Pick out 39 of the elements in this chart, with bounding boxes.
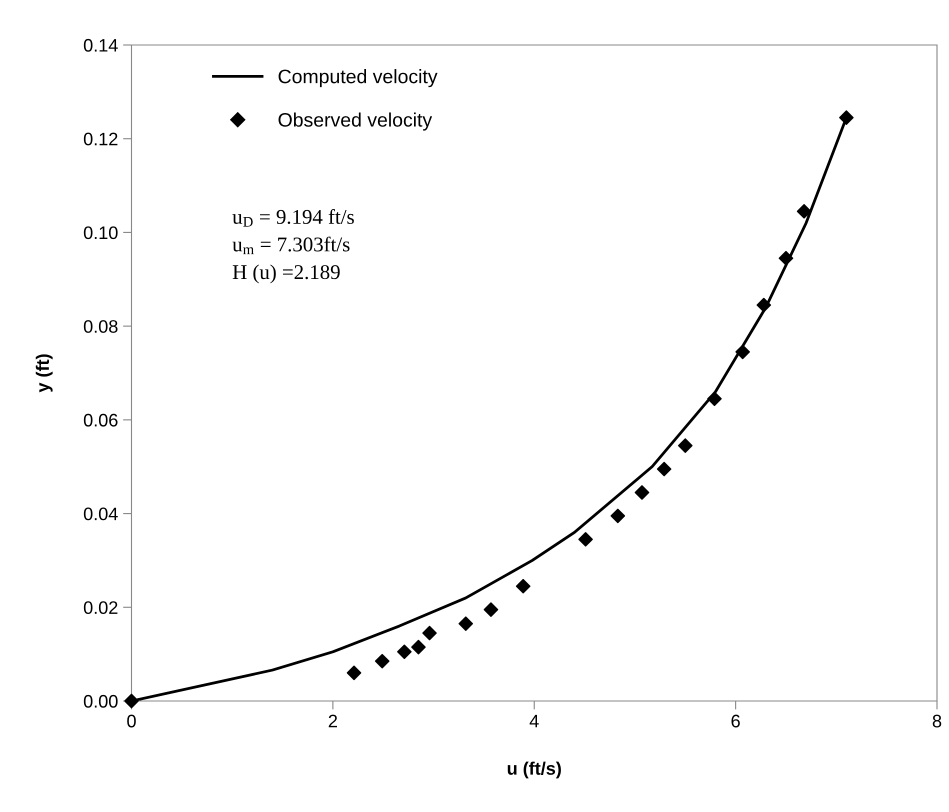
y-tick-label: 0.02 — [84, 601, 118, 614]
point — [707, 391, 722, 406]
x-tick-label: 0 — [127, 714, 136, 728]
x-tick-label: 4 — [530, 714, 539, 728]
point — [778, 250, 794, 266]
annotation: u$_{D}$ = 9.194 ft/s — [232, 209, 354, 227]
point — [735, 344, 750, 360]
x-axis-title: u (ft/s) — [508, 762, 561, 778]
point — [656, 462, 672, 476]
y-tick-label: 0.08 — [84, 320, 118, 333]
y-tick-label: 0.10 — [84, 226, 118, 240]
point — [374, 654, 390, 668]
x-tick-label: 8 — [932, 714, 942, 728]
point — [422, 626, 437, 640]
point — [678, 438, 693, 453]
y-tick-label: 0.12 — [84, 132, 118, 146]
point — [610, 508, 626, 524]
point — [458, 616, 474, 631]
point — [796, 204, 812, 219]
point — [346, 666, 362, 680]
legend-label: Observed velocity — [278, 112, 432, 131]
annotation: H (u) =2.189 — [232, 264, 340, 284]
point — [756, 298, 772, 312]
point — [634, 485, 650, 500]
x-tick-label: 6 — [732, 714, 740, 728]
annotation: u$_{m}$ = 7.303ft/s — [232, 236, 350, 254]
point — [411, 640, 426, 654]
point — [839, 110, 854, 125]
y-tick-label: 0.04 — [84, 508, 118, 520]
legend-label: Computed velocity — [278, 69, 438, 88]
point — [516, 578, 530, 594]
y-axis-title: y (ft) — [36, 354, 53, 392]
y-tick-label: 0.14 — [84, 38, 118, 52]
y-tick-label: 0.06 — [84, 414, 118, 427]
point — [578, 532, 593, 547]
point — [484, 602, 498, 617]
y-tick-label: 0.00 — [84, 694, 118, 708]
point — [397, 644, 412, 660]
x-tick-label: 2 — [328, 714, 337, 728]
